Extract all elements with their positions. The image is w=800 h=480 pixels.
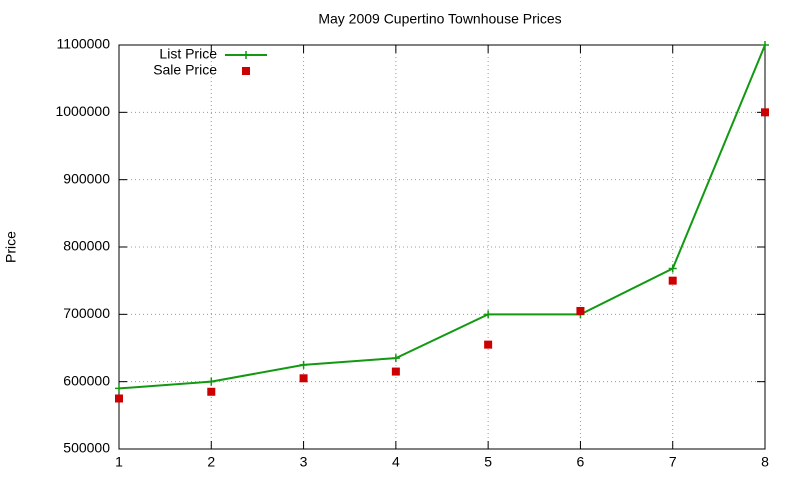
y-tick-label: 700000	[63, 305, 110, 321]
point	[115, 394, 123, 403]
legend-label: Sale Price	[153, 62, 217, 78]
y-tick-label: 900000	[63, 170, 110, 186]
x-tick-label: 5	[484, 454, 492, 470]
point	[761, 41, 769, 49]
plot-frame	[118, 44, 766, 450]
x-tick-label: 3	[300, 454, 308, 470]
point	[299, 360, 308, 369]
point	[299, 374, 308, 383]
x-tick-label: 1	[115, 454, 123, 470]
point	[484, 310, 493, 319]
y-tick-label: 1100000	[57, 36, 111, 52]
point	[761, 108, 769, 117]
legend-swatch	[242, 67, 250, 75]
point	[484, 340, 493, 349]
y-tick-label: 800000	[63, 238, 110, 254]
point	[668, 276, 677, 285]
x-tick-label: 2	[207, 454, 215, 470]
point	[115, 384, 123, 393]
x-tick-label: 4	[392, 454, 400, 470]
line	[118, 44, 766, 390]
legend-label: List Price	[159, 46, 217, 62]
point	[207, 377, 216, 386]
point	[207, 387, 216, 396]
chart-title: May 2009 Cupertino Townhouse Prices	[318, 11, 561, 27]
y-tick-label: 1000000	[55, 103, 110, 119]
point	[391, 367, 400, 376]
x-tick-label: 7	[669, 454, 677, 470]
x-tick-label: 8	[761, 454, 769, 470]
point	[576, 306, 585, 315]
point	[668, 264, 677, 273]
legend-swatch	[242, 51, 250, 59]
x-tick-label: 6	[577, 454, 585, 470]
y-axis-label: Price	[3, 231, 19, 263]
point	[391, 354, 400, 363]
y-tick-label: 600000	[63, 372, 110, 388]
y-tick-label: 500000	[63, 440, 110, 456]
